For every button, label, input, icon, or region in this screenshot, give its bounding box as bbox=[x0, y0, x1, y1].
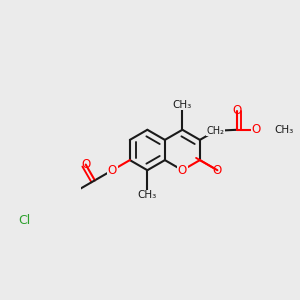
Text: O: O bbox=[213, 164, 222, 177]
Text: CH₃: CH₃ bbox=[138, 190, 157, 200]
Text: O: O bbox=[81, 158, 90, 171]
Text: CH₂: CH₂ bbox=[207, 126, 225, 136]
Text: O: O bbox=[232, 104, 242, 117]
Text: O: O bbox=[251, 123, 261, 136]
Text: CH₃: CH₃ bbox=[274, 125, 293, 135]
Text: O: O bbox=[108, 164, 117, 177]
Text: CH₃: CH₃ bbox=[173, 100, 192, 110]
Text: Cl: Cl bbox=[19, 214, 31, 227]
Text: O: O bbox=[178, 164, 187, 177]
